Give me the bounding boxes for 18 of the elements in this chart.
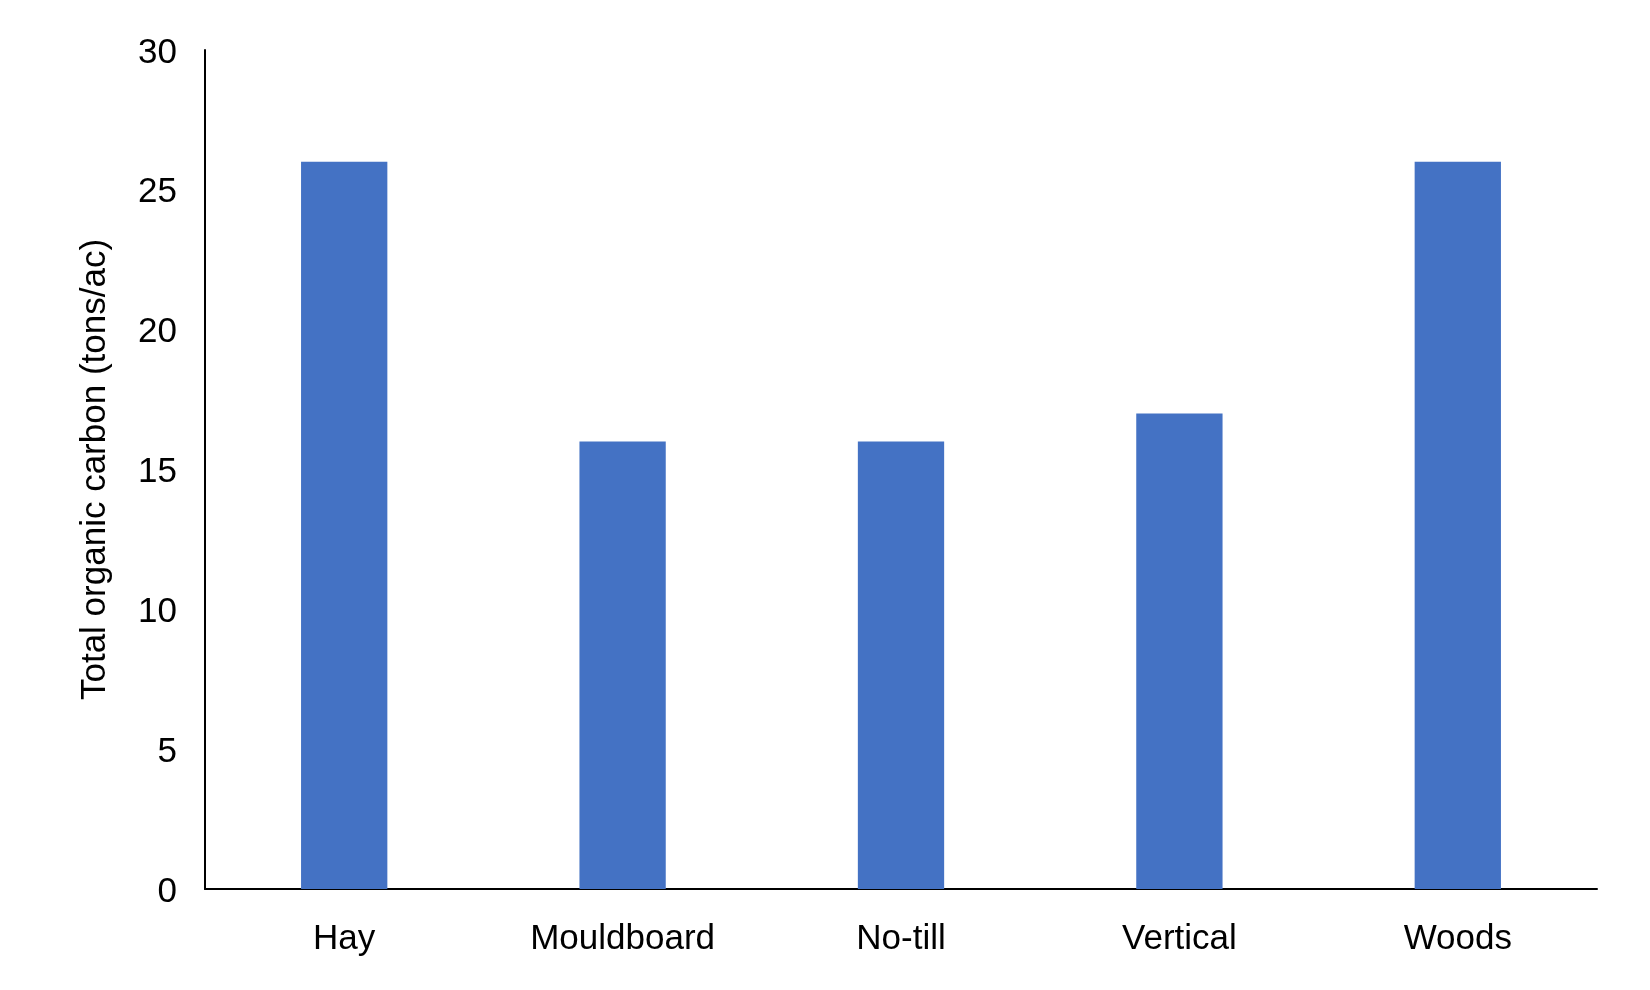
bar — [301, 161, 388, 889]
bar — [579, 441, 666, 889]
x-tick-label: Mouldboard — [530, 917, 716, 956]
x-tick-label: Hay — [313, 917, 376, 956]
y-tick-label: 30 — [138, 30, 177, 70]
y-tick-label: 0 — [157, 869, 177, 909]
x-tick-label: Woods — [1403, 917, 1512, 956]
y-tick-label: 15 — [138, 450, 177, 489]
y-axis-title: Total organic carbon (tons/ac) — [73, 238, 112, 701]
bar — [857, 441, 945, 889]
y-tick-label: 25 — [138, 170, 177, 210]
y-tick-label: 10 — [138, 589, 177, 629]
bar — [1414, 161, 1501, 889]
x-tick-label: No-till — [856, 917, 946, 956]
y-tick-label: 5 — [157, 729, 177, 769]
bar — [1136, 413, 1223, 889]
x-tick-label: Vertical — [1122, 917, 1237, 956]
y-tick-label: 20 — [138, 310, 177, 350]
